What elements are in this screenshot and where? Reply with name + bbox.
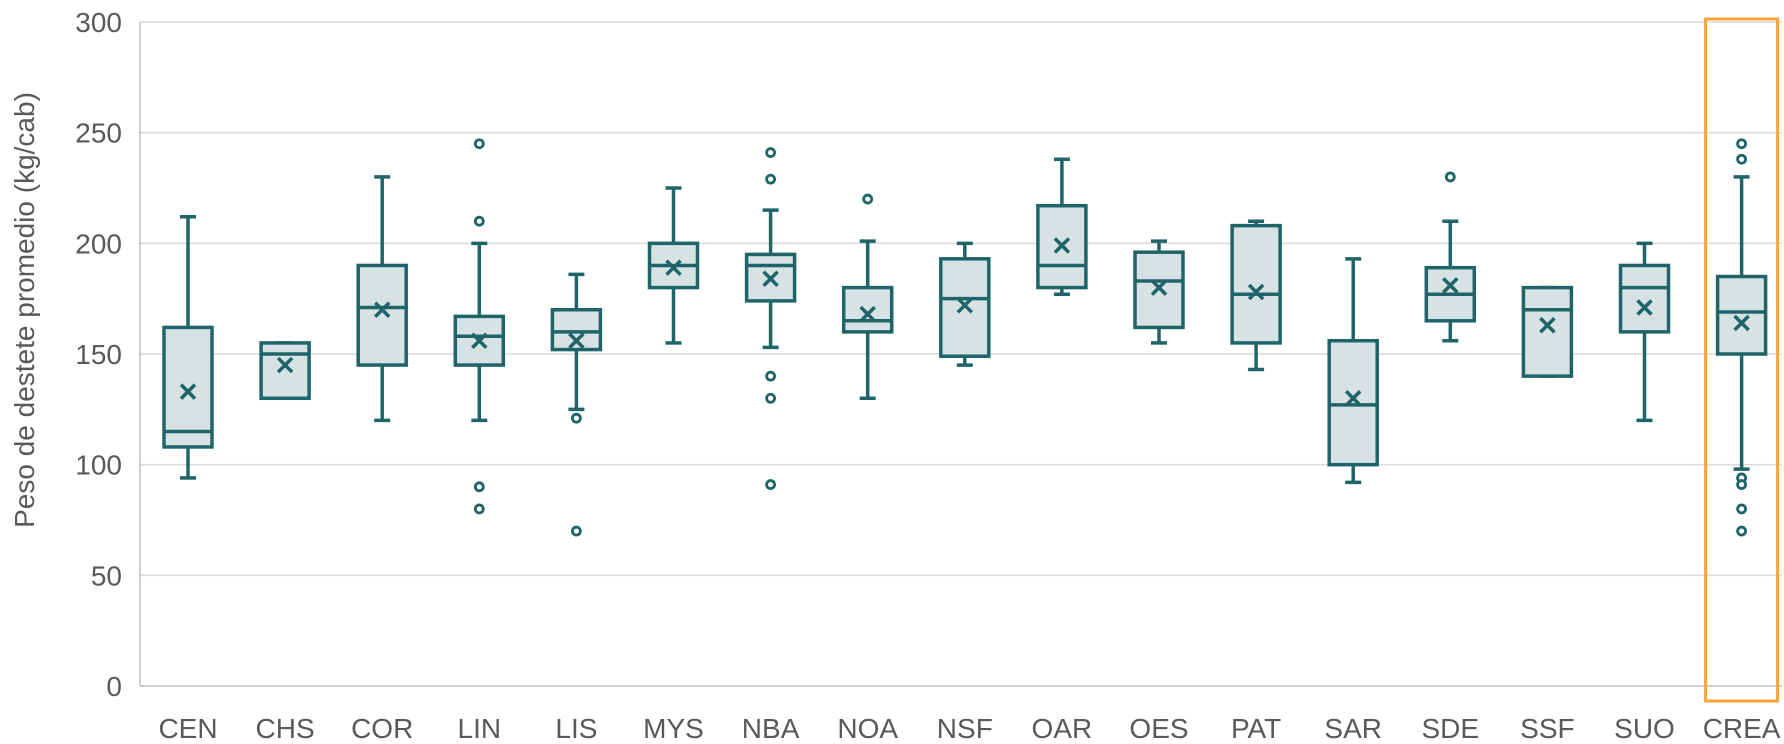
box-cor [356, 175, 408, 423]
x-tick-label: OES [1129, 713, 1188, 744]
box-sar [1327, 257, 1379, 485]
box-oar [1036, 157, 1088, 296]
y-axis-ticks: 0 50 100 150 200 250 300 [75, 7, 122, 702]
outlier-point [1736, 525, 1747, 537]
mean-marker [179, 383, 197, 400]
box-lin [453, 138, 506, 515]
box-nsf [939, 241, 991, 367]
x-tick-label: LIS [555, 713, 597, 744]
y-tick-label: 100 [75, 450, 122, 481]
box-sde [1424, 171, 1477, 343]
highlight-box [1704, 17, 1780, 703]
x-tick-label: SDE [1422, 713, 1480, 744]
box-chs [259, 341, 311, 401]
outlier-point [765, 370, 776, 382]
outlier-point [1736, 479, 1747, 490]
iqr-box [841, 285, 894, 334]
outlier-point [473, 481, 485, 493]
iqr-box [1715, 274, 1768, 356]
outlier-point [473, 215, 485, 227]
x-tick-label: SAR [1324, 713, 1382, 744]
y-tick-label: 200 [75, 228, 122, 259]
outlier-point [1736, 153, 1747, 165]
outlier-point [1444, 171, 1456, 183]
mean-marker [471, 332, 488, 349]
mean-marker [1053, 237, 1071, 254]
box-noa [841, 193, 894, 401]
x-tick-label: COR [351, 713, 413, 744]
y-tick-label: 0 [106, 671, 122, 702]
box-nba [744, 147, 797, 490]
x-tick-label: OAR [1032, 713, 1093, 744]
outlier-point [765, 479, 776, 490]
outlier-point [571, 412, 582, 424]
mean-marker [1636, 299, 1653, 316]
x-tick-label: SSF [1520, 713, 1574, 744]
x-tick-label: LIN [458, 713, 502, 744]
box-crea [1715, 138, 1768, 537]
mean-marker [1442, 277, 1459, 294]
mean-marker [1733, 314, 1750, 332]
x-tick-label: CHS [256, 713, 315, 744]
box-cen [162, 215, 214, 480]
mean-marker [956, 297, 974, 314]
iqr-box [1618, 263, 1671, 334]
iqr-box [1327, 338, 1379, 467]
box-suo [1618, 241, 1671, 423]
x-tick-label: SUO [1614, 713, 1675, 744]
x-axis-ticks: CEN CHS COR LIN LIS MYS NBA NOA NSF OAR OES PAT SAR S… [158, 713, 1780, 744]
x-tick-label: NOA [837, 713, 898, 744]
outlier-point [1736, 503, 1747, 515]
mean-marker [1539, 316, 1556, 334]
iqr-box [259, 341, 311, 401]
x-tick-label: CREA [1703, 713, 1781, 744]
outlier-point [1736, 138, 1747, 150]
y-tick-label: 50 [91, 560, 122, 591]
box-pat [1230, 219, 1282, 372]
mean-marker [276, 356, 294, 374]
outlier-point [862, 193, 874, 205]
mean-marker [373, 301, 391, 318]
iqr-box [356, 263, 408, 367]
y-axis-title: Peso de destete promedio (kg/cab) [9, 92, 40, 528]
highlight-rectangle [1704, 17, 1780, 703]
iqr-box [550, 307, 603, 352]
box-series [162, 138, 1768, 537]
y-tick-label: 150 [75, 339, 122, 370]
mean-marker [1150, 279, 1168, 296]
mean-marker [568, 332, 585, 349]
mean-marker [1247, 283, 1265, 301]
outlier-point [765, 173, 776, 185]
x-tick-label: PAT [1231, 713, 1281, 744]
axes [139, 22, 1782, 687]
outlier-point [765, 147, 776, 158]
box-mys [647, 186, 700, 345]
outlier-point [473, 138, 485, 150]
box-ssf [1521, 285, 1574, 378]
iqr-box [1521, 285, 1574, 378]
y-tick-label: 300 [75, 7, 122, 38]
mean-marker [1344, 390, 1362, 407]
iqr-box [744, 252, 797, 303]
mean-marker [665, 259, 682, 276]
y-tick-label: 250 [75, 118, 122, 149]
outlier-point [765, 392, 776, 404]
x-tick-label: CEN [158, 713, 217, 744]
iqr-box [1230, 223, 1282, 345]
x-tick-label: NBA [742, 713, 800, 744]
mean-marker [762, 270, 779, 287]
x-tick-label: MYS [643, 713, 704, 744]
outlier-point [571, 525, 582, 537]
box-lis [550, 272, 603, 537]
box-oes [1133, 239, 1185, 345]
x-tick-label: NSF [937, 713, 993, 744]
mean-marker [859, 305, 876, 323]
iqr-box [162, 325, 214, 449]
outlier-point [473, 503, 485, 515]
